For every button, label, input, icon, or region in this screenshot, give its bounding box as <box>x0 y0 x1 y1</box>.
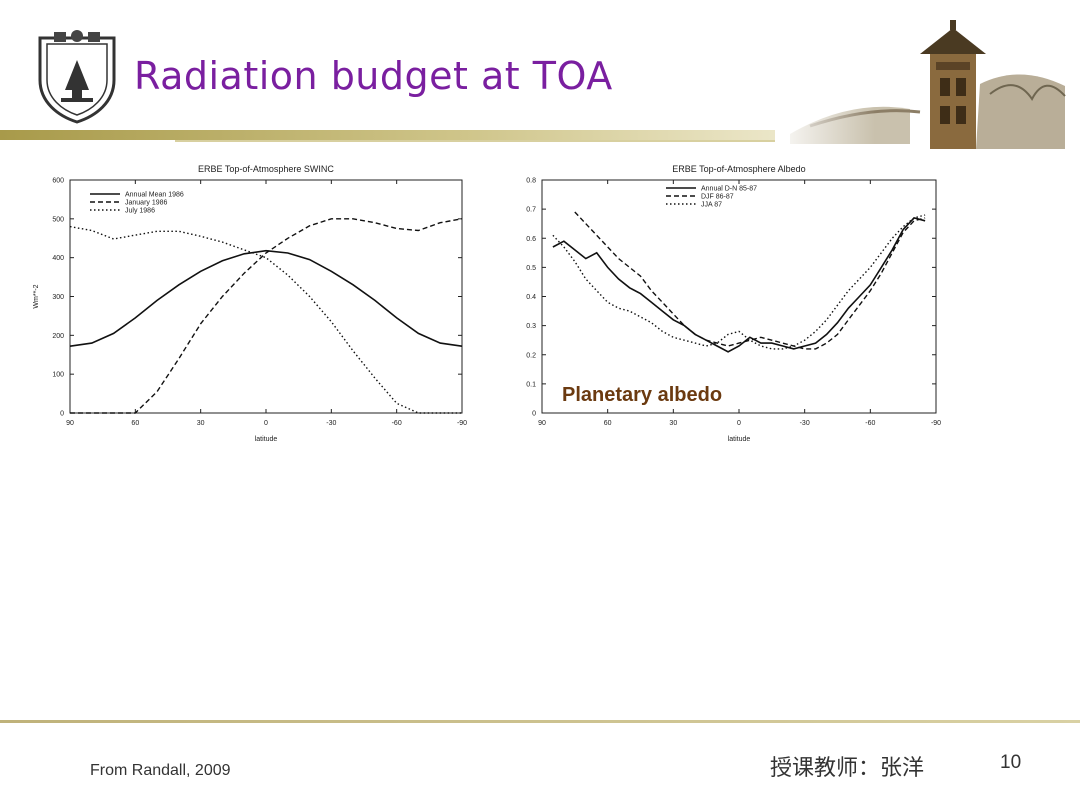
chart0-series-line-1 <box>70 218 463 414</box>
chart1-title: ERBE Top-of-Atmosphere Albedo <box>672 164 805 174</box>
teacher-name: 授课教师：张洋 <box>770 756 925 781</box>
chart0-x-tick-label: 90 <box>66 420 74 427</box>
chart0-y-axis-label: Wm**-2 <box>33 284 40 308</box>
albedo-chart: ERBE Top-of-Atmosphere Albedo latitude 90 6… <box>526 164 941 443</box>
chart1-y-tick-label: 0.8 <box>526 178 536 185</box>
chart1-y-tick-label: 0.2 <box>526 352 536 359</box>
header-divider-thin <box>175 140 775 142</box>
chart0-y-tick-label: 100 <box>52 372 64 379</box>
chart0-x-tick-label: 30 <box>197 420 205 427</box>
chart0-x-tick-label: -60 <box>392 420 402 427</box>
chart1-y-tick-label: 0.3 <box>526 323 536 330</box>
university-seal-icon <box>38 30 116 124</box>
chart0-x-tick-label: -90 <box>457 420 467 427</box>
chart1-legend-label-0: Annual D-N 85-87 <box>701 186 757 193</box>
chart1-y-tick-label: 0 <box>532 411 536 418</box>
chart0-y-tick-label: 0 <box>60 411 64 418</box>
chart1-x-tick-label: -90 <box>931 420 941 427</box>
chart0-x-tick-label: 0 <box>264 420 268 427</box>
chart1-legend-label-2: JJA 87 <box>701 202 722 209</box>
header-divider <box>0 130 775 140</box>
chart0-x-axis-label: latitude <box>255 436 278 443</box>
chart1-x-tick-label: -30 <box>800 420 810 427</box>
chart0-legend-label-0: Annual Mean 1986 <box>125 192 184 199</box>
chart1-series-line-2 <box>552 214 926 350</box>
chart1-x-tick-label: -60 <box>865 420 875 427</box>
chart1-legend-label-1: DJF 86-87 <box>701 194 734 201</box>
chart1-series-line-1 <box>574 211 926 350</box>
chart0-legend-label-2: July 1986 <box>125 208 155 215</box>
chart0-y-tick-label: 500 <box>52 216 64 223</box>
chart0-x-tick-label: -30 <box>326 420 336 427</box>
chart0-y-tick-label: 600 <box>52 178 64 185</box>
chart0-y-tick-label: 400 <box>52 255 64 262</box>
chart1-series-line-0 <box>552 217 926 353</box>
swinc-chart: ERBE Top-of-Atmosphere SWINC latitude Wm**… <box>33 164 467 443</box>
chart0-y-tick-label: 300 <box>52 294 64 301</box>
chart1-y-tick-label: 0.7 <box>526 207 536 214</box>
page-number: 10 <box>1000 752 1022 773</box>
chart1-y-tick-label: 0.6 <box>526 236 536 243</box>
planetary-albedo-annotation: Planetary albedo <box>562 384 723 406</box>
chart1-x-axis-label: latitude <box>728 436 751 443</box>
chart0-y-tick-label: 200 <box>52 333 64 340</box>
slide-title: Radiation budget at TOA <box>134 54 613 98</box>
chart0-x-tick-label: 60 <box>131 420 139 427</box>
footer-divider <box>0 720 1080 723</box>
chart0-series-line-2 <box>69 225 462 414</box>
chart1-x-tick-label: 60 <box>604 420 612 427</box>
chart1-y-tick-label: 0.1 <box>526 381 536 388</box>
chart1-y-tick-label: 0.4 <box>526 294 536 301</box>
chart1-x-tick-label: 90 <box>538 420 546 427</box>
chart1-x-tick-label: 30 <box>669 420 677 427</box>
chart0-plot-frame <box>69 179 463 414</box>
chart0-title: ERBE Top-of-Atmosphere SWINC <box>198 164 334 174</box>
chart1-plot-frame <box>541 179 937 414</box>
tower-building-illustration <box>770 14 1070 154</box>
chart1-y-tick-label: 0.5 <box>526 265 536 272</box>
chart0-legend-label-1: January 1986 <box>125 200 168 207</box>
chart1-x-tick-label: 0 <box>737 420 741 427</box>
chart0-series-line-0 <box>69 249 463 347</box>
source-citation: From Randall, 2009 <box>90 762 231 779</box>
